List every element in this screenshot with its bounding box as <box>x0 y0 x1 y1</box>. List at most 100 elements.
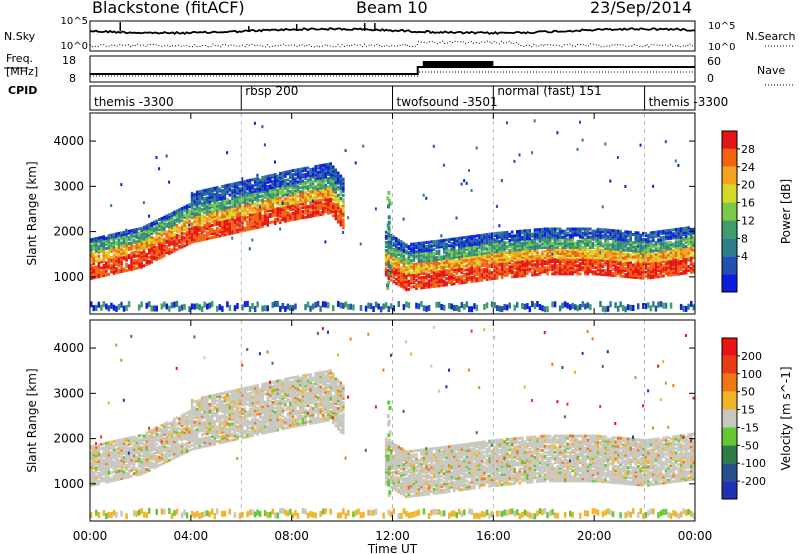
echo-cell <box>337 185 340 189</box>
echo-cell <box>332 202 335 206</box>
near-range-cell <box>203 301 206 308</box>
echo-cell <box>485 273 489 277</box>
echo-cell <box>523 229 527 233</box>
echo-cell <box>473 267 476 271</box>
echo-cell <box>243 214 247 218</box>
echo-cell <box>677 246 680 249</box>
echo-cell <box>465 239 469 243</box>
echo-cell <box>289 192 292 196</box>
echo-cell <box>468 243 471 247</box>
echo-cell <box>601 236 605 240</box>
echo-cell <box>417 270 421 274</box>
echo-cell <box>619 231 622 235</box>
echo-cell <box>574 229 577 233</box>
echo-cell <box>569 264 572 268</box>
echo-cell <box>238 181 242 184</box>
echo-cell <box>243 218 247 222</box>
near-range-cell <box>533 303 537 310</box>
echo-cell <box>574 270 577 274</box>
near-range-cell <box>319 305 322 312</box>
echo-cell <box>258 219 262 223</box>
echo-cell <box>153 220 156 224</box>
echo-cell <box>208 187 211 191</box>
echo-cell <box>251 190 254 194</box>
echo-cell <box>309 174 312 178</box>
echo-cell <box>687 228 690 232</box>
echo-cell <box>621 244 625 248</box>
echo-cell <box>137 245 141 249</box>
echo-cell <box>337 187 340 191</box>
echo-cell <box>417 268 421 272</box>
echo-cell <box>304 168 307 172</box>
echo-cell <box>667 231 670 234</box>
echo-cell <box>193 229 196 233</box>
echo-cell <box>546 239 549 243</box>
echo-cell <box>296 211 300 214</box>
echo-cell <box>334 194 337 198</box>
echo-cell <box>463 272 466 276</box>
echo-cell <box>269 212 272 216</box>
echo-cell <box>316 205 320 209</box>
echo-cell <box>142 241 146 245</box>
echo-cell <box>523 261 527 265</box>
echo-cell <box>120 259 123 263</box>
echo-cell <box>647 252 650 256</box>
near-range-cell <box>490 301 494 308</box>
echo-cell <box>465 278 469 282</box>
echo-cell <box>332 210 335 214</box>
echo-cell <box>142 235 146 239</box>
echo-cell <box>684 253 688 257</box>
echo-cell <box>468 276 471 280</box>
echo-cell <box>427 265 431 269</box>
echo-cell <box>90 467 93 471</box>
echo-cell <box>526 255 529 259</box>
echo-cell <box>168 231 171 235</box>
echo-cell <box>251 188 254 192</box>
echo-cell <box>296 204 300 208</box>
echo-cell <box>503 273 506 277</box>
echo-cell <box>541 229 544 233</box>
echo-cell <box>175 211 179 215</box>
echo-cell <box>611 243 615 247</box>
echo-cell <box>410 244 413 248</box>
echo-cell <box>611 267 615 271</box>
echo-cell <box>553 235 557 239</box>
echo-cell <box>316 195 320 199</box>
echo-cell <box>206 188 209 192</box>
echo-cell <box>500 249 504 253</box>
echo-cell <box>437 276 441 280</box>
echo-cell <box>304 175 307 178</box>
echo-cell <box>518 270 521 274</box>
echo-cell <box>503 251 506 255</box>
echo-cell <box>195 225 199 229</box>
echo-cell <box>692 239 695 243</box>
echo-cell <box>266 219 269 223</box>
echo-cell <box>672 252 675 256</box>
echo-cell <box>231 229 234 233</box>
echo-cell <box>543 260 547 264</box>
echo-cell <box>581 241 585 245</box>
echo-cell <box>664 253 668 257</box>
echo-cell <box>599 254 602 258</box>
near-range-cell <box>516 301 519 308</box>
echo-cell <box>311 181 315 185</box>
echo-cell <box>324 208 327 212</box>
echo-cell <box>107 238 111 242</box>
echo-cell <box>569 235 572 239</box>
echo-cell <box>140 261 143 265</box>
echo-cell <box>460 238 464 242</box>
echo-cell <box>221 211 224 215</box>
echo-cell <box>175 213 179 217</box>
echo-cell <box>90 451 93 455</box>
echo-cell <box>541 256 544 260</box>
echo-cell <box>248 225 252 229</box>
echo-cell <box>400 285 403 288</box>
near-range-cell <box>483 303 486 310</box>
echo-cell <box>541 254 544 258</box>
echo-cell <box>384 257 388 261</box>
echo-cell <box>269 188 272 192</box>
echo-cell <box>211 197 214 201</box>
echo-cell <box>667 265 670 269</box>
echo-cell <box>581 227 585 231</box>
echo-cell <box>321 192 325 196</box>
